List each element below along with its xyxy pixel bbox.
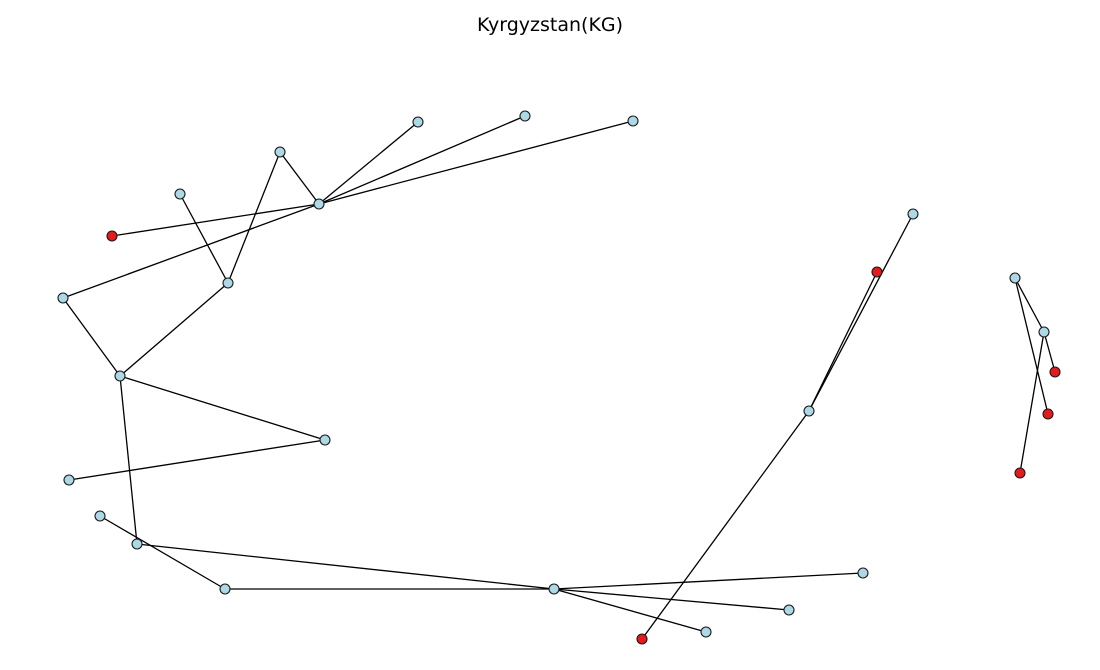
node-n23	[871, 266, 883, 278]
edge-n1-n8	[279, 151, 320, 205]
edge-n3-n8	[318, 115, 526, 205]
edge-n9-n10	[119, 282, 229, 377]
node-n19	[783, 604, 795, 616]
node-n28	[1042, 408, 1054, 420]
node-n17	[548, 583, 560, 595]
node-n24	[1009, 272, 1021, 284]
node-n12	[131, 538, 143, 550]
edge-n22-n21	[641, 410, 810, 640]
edge-n17-n20	[553, 588, 707, 633]
node-red-extra	[1049, 366, 1061, 378]
edge-n2-n8	[318, 121, 419, 205]
edge-n22-n23	[808, 271, 878, 412]
node-n20	[700, 626, 712, 638]
edge-n10-n11	[62, 297, 121, 377]
edge-n1-n9	[227, 151, 281, 284]
edge-n24-n27	[1014, 277, 1045, 333]
edge-n13-n15	[99, 515, 226, 590]
edge-n24-n28	[1014, 277, 1049, 415]
edge-n17-n18	[553, 572, 864, 590]
node-n2	[412, 116, 424, 128]
node-n9	[222, 277, 234, 289]
edge-n7-n8	[111, 203, 320, 237]
edge-n10-n12	[119, 375, 138, 545]
edge-n4-n8	[318, 120, 634, 205]
node-layer	[57, 110, 1061, 645]
node-n15	[219, 583, 231, 595]
edge-n27-red	[1043, 331, 1056, 373]
graph-title: Kyrgyzstan(KG)	[476, 14, 624, 36]
node-n21	[636, 633, 648, 645]
node-n5	[174, 188, 186, 200]
node-n8	[313, 198, 325, 210]
edge-n11-n8	[62, 203, 320, 299]
edge-n22-n25	[808, 213, 914, 412]
node-n14	[63, 474, 75, 486]
edge-layer	[62, 115, 1056, 640]
edge-n10-n16	[119, 375, 326, 441]
node-n27	[1038, 326, 1050, 338]
edge-n14-n16	[68, 439, 326, 481]
node-n10	[114, 370, 126, 382]
node-n4	[627, 115, 639, 127]
node-n25	[907, 208, 919, 220]
edge-n27-n26	[1019, 331, 1045, 474]
node-n22	[803, 405, 815, 417]
node-n13	[94, 510, 106, 522]
node-n11	[57, 292, 69, 304]
edge-n5-n9	[179, 193, 229, 284]
node-n26	[1014, 467, 1026, 479]
node-n16	[319, 434, 331, 446]
node-n7	[106, 230, 118, 242]
node-n3	[519, 110, 531, 122]
node-n1	[274, 146, 286, 158]
node-n18	[857, 567, 869, 579]
edge-n12-n17	[136, 543, 555, 590]
